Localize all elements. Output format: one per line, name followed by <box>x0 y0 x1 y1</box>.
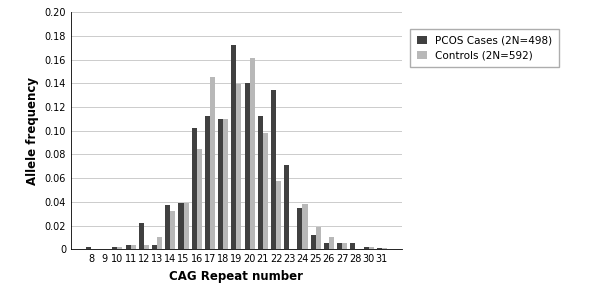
Bar <box>382 248 387 249</box>
Bar <box>263 133 268 249</box>
Bar <box>165 206 170 249</box>
Bar <box>245 83 249 249</box>
Bar <box>157 237 162 249</box>
Bar <box>86 247 91 249</box>
Y-axis label: Allele frequency: Allele frequency <box>26 77 39 185</box>
X-axis label: CAG Repeat number: CAG Repeat number <box>170 270 303 283</box>
Bar <box>118 247 122 249</box>
Legend: PCOS Cases (2N=498), Controls (2N=592): PCOS Cases (2N=498), Controls (2N=592) <box>410 29 558 67</box>
Bar <box>363 247 369 249</box>
Bar <box>139 223 144 249</box>
Bar <box>350 244 355 249</box>
Bar <box>377 248 382 249</box>
Bar <box>170 211 176 249</box>
Bar <box>184 203 189 249</box>
Bar <box>276 181 281 249</box>
Bar <box>342 244 347 249</box>
Bar <box>329 237 334 249</box>
Bar <box>232 45 236 249</box>
Bar <box>271 90 276 249</box>
Bar <box>369 247 374 249</box>
Bar <box>236 85 241 249</box>
Bar <box>197 149 202 249</box>
Bar <box>144 244 149 249</box>
Bar <box>205 116 210 249</box>
Bar <box>210 78 215 249</box>
Bar <box>112 247 118 249</box>
Bar <box>324 244 329 249</box>
Bar <box>316 227 321 249</box>
Bar <box>131 244 136 249</box>
Bar <box>191 128 197 249</box>
Bar <box>337 244 342 249</box>
Bar <box>297 208 303 249</box>
Bar <box>152 244 157 249</box>
Bar <box>223 119 228 249</box>
Bar <box>218 119 223 249</box>
Bar <box>284 165 289 249</box>
Bar <box>178 203 184 249</box>
Bar <box>249 58 255 249</box>
Bar <box>258 116 263 249</box>
Bar <box>126 244 131 249</box>
Bar <box>303 204 307 249</box>
Bar <box>311 235 316 249</box>
